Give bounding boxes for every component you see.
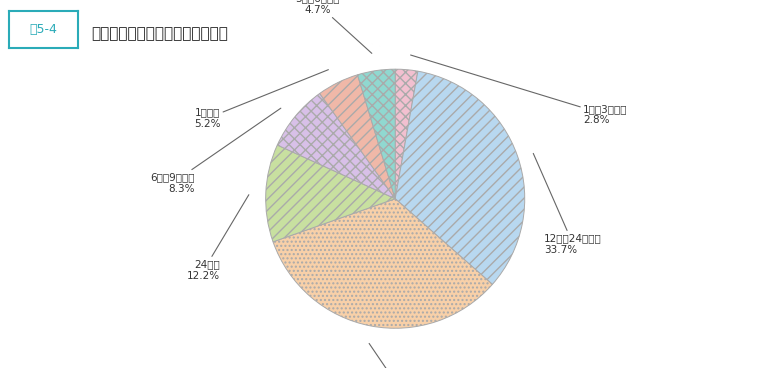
Wedge shape [277, 93, 395, 199]
Text: 24月超
12.2%: 24月超 12.2% [187, 195, 249, 281]
Text: 6月超9月以下
8.3%: 6月超9月以下 8.3% [150, 108, 281, 194]
Wedge shape [266, 145, 395, 242]
Text: 図5-4: 図5-4 [30, 23, 57, 36]
Text: 9月超12月以下
33.1%: 9月超12月以下 33.1% [369, 343, 440, 368]
Wedge shape [273, 199, 492, 328]
Wedge shape [395, 71, 524, 284]
Text: 12月超24月以下
33.7%: 12月超24月以下 33.7% [534, 153, 602, 255]
Wedge shape [357, 69, 395, 199]
Text: 1月以下
5.2%: 1月以下 5.2% [194, 70, 328, 129]
Text: 育児休業期間の状況（常勤職員）: 育児休業期間の状況（常勤職員） [91, 26, 228, 41]
Text: 3月超6月以下
4.7%: 3月超6月以下 4.7% [295, 0, 372, 53]
Wedge shape [395, 69, 418, 199]
Text: 1月超3月以下
2.8%: 1月超3月以下 2.8% [410, 55, 628, 125]
Wedge shape [320, 75, 395, 199]
